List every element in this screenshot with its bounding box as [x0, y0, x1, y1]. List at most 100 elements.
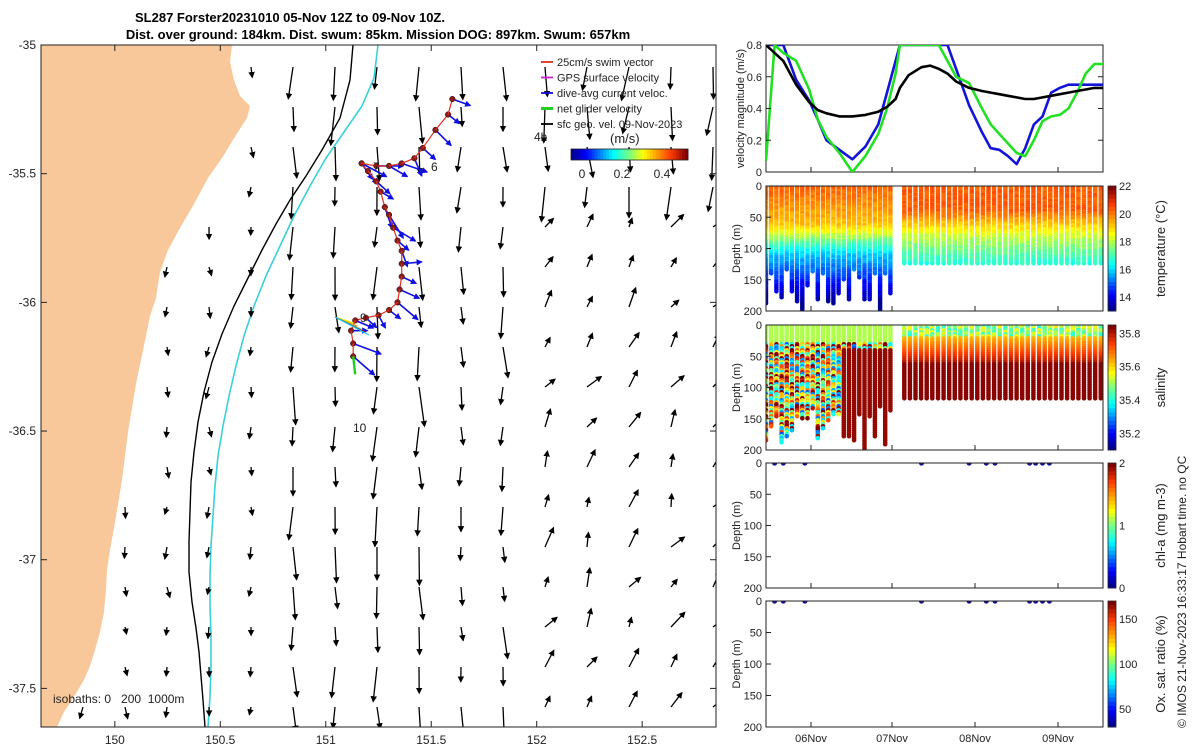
geo-velocity-arrow	[250, 667, 251, 676]
section-sample	[1054, 261, 1059, 266]
section-sample	[958, 396, 963, 401]
section-colorbar-cell	[1108, 249, 1116, 254]
map-ytick-label: -37.5	[9, 681, 37, 695]
colorbar-tick-label: 0.4	[654, 167, 671, 181]
annotation-4h: 4h	[534, 130, 547, 144]
section-sample	[1071, 261, 1076, 266]
section-sample	[1042, 261, 1047, 266]
colorbar-cell	[591, 149, 594, 160]
colorbar-cell	[574, 149, 577, 160]
section-sample	[836, 412, 841, 417]
section-colorbar-cell	[1108, 207, 1116, 212]
section-sample	[826, 299, 831, 304]
geo-velocity-arrow	[670, 67, 671, 89]
section-sample	[800, 416, 805, 421]
section-sample	[930, 396, 935, 401]
map-ytick-label: -37	[19, 553, 37, 567]
colorbar-cell	[630, 149, 633, 160]
section-sample	[953, 396, 958, 401]
geo-velocity-arrow	[166, 667, 167, 676]
legend-label: net glider velocity	[557, 104, 642, 116]
section-sample	[805, 283, 810, 288]
isobaths-label: isobaths: 0 200 1000m	[53, 692, 184, 706]
title-line1: SL287 Forster20231010 05-Nov 12Z to 09-N…	[135, 10, 445, 25]
section-colorbar-label: temperature (°C)	[1153, 200, 1168, 297]
section-ytick-label: 0	[756, 181, 762, 193]
colorbar-cell	[670, 149, 673, 160]
section-sample	[947, 261, 952, 266]
section-colorbar-cell	[1108, 261, 1116, 266]
section-sample	[810, 406, 815, 411]
map-ytick-label: -36	[19, 295, 37, 309]
colorbar-cell	[597, 149, 600, 160]
section-sample	[867, 297, 872, 302]
annotation-9: 9	[360, 311, 367, 325]
section-colorbar-cell	[1108, 224, 1116, 229]
section-sample	[790, 289, 795, 294]
section-sample	[862, 297, 867, 302]
title-line2: Dist. over ground: 184km. Dist. swum: 85…	[126, 27, 630, 42]
colorbar-cell	[621, 149, 624, 160]
section-sample	[997, 261, 1002, 266]
section-sample	[930, 261, 935, 266]
colorbar-cell	[586, 149, 589, 160]
section-sample	[964, 396, 969, 401]
geo-velocity-arrow	[335, 387, 336, 406]
colorbar-cell	[612, 149, 615, 160]
section-sample	[941, 396, 946, 401]
section-colorbar-cell	[1108, 232, 1116, 237]
section-sample	[852, 267, 857, 272]
annotation-7: 7	[373, 160, 380, 174]
map-xtick-label: 151.5	[416, 733, 446, 747]
section-colorbar-cell	[1108, 194, 1116, 199]
section-colorbar-tick-label: 14	[1119, 292, 1131, 304]
section-sample	[795, 414, 800, 419]
section-sample	[842, 277, 847, 282]
section-sample	[1059, 261, 1064, 266]
section-sample	[924, 396, 929, 401]
section-sample	[842, 434, 847, 439]
section-sample	[908, 261, 913, 266]
section-sample	[947, 396, 952, 401]
section-sample	[908, 396, 913, 401]
section-colorbar-cell	[1108, 253, 1116, 258]
section-colorbar-cell	[1108, 228, 1116, 233]
colorbar-cell	[627, 149, 630, 160]
geo-velocity-arrow	[124, 547, 125, 558]
map-ytick-label: -35	[19, 38, 37, 52]
section-ytick-label: 150	[744, 275, 762, 287]
section-sample	[847, 434, 852, 439]
colorbar-cell	[641, 149, 644, 160]
colorbar-cell	[673, 149, 676, 160]
velocity-ytick-label: 0.6	[747, 72, 762, 84]
section-colorbar-cell	[1108, 219, 1116, 224]
colorbar-cell	[650, 149, 653, 160]
colorbar-cell	[659, 149, 662, 160]
geo-velocity-arrow	[376, 587, 377, 618]
section-ytick-label: 200	[744, 306, 762, 318]
colorbar-cell	[606, 149, 609, 160]
map-xtick-label: 151	[316, 733, 336, 747]
section-sample	[790, 428, 795, 433]
section-colorbar-cell	[1108, 190, 1116, 195]
section-sample	[1003, 261, 1008, 266]
section-sample	[878, 404, 883, 409]
section-sample	[902, 396, 907, 401]
colorbar-cell	[665, 149, 668, 160]
colorbar-cell	[618, 149, 621, 160]
section-sample	[975, 261, 980, 266]
section-sample	[769, 271, 774, 276]
section-sample	[924, 261, 929, 266]
section-sample	[816, 436, 821, 441]
legend-label: 25cm/s swim vector	[557, 57, 654, 69]
section-sample	[1031, 261, 1036, 266]
section-colorbar-cell	[1108, 244, 1116, 249]
section-sample	[867, 414, 872, 419]
section-sample	[986, 261, 991, 266]
section-sample	[1099, 261, 1104, 266]
annotation-6: 6	[431, 160, 438, 174]
section-sample	[1009, 261, 1014, 266]
